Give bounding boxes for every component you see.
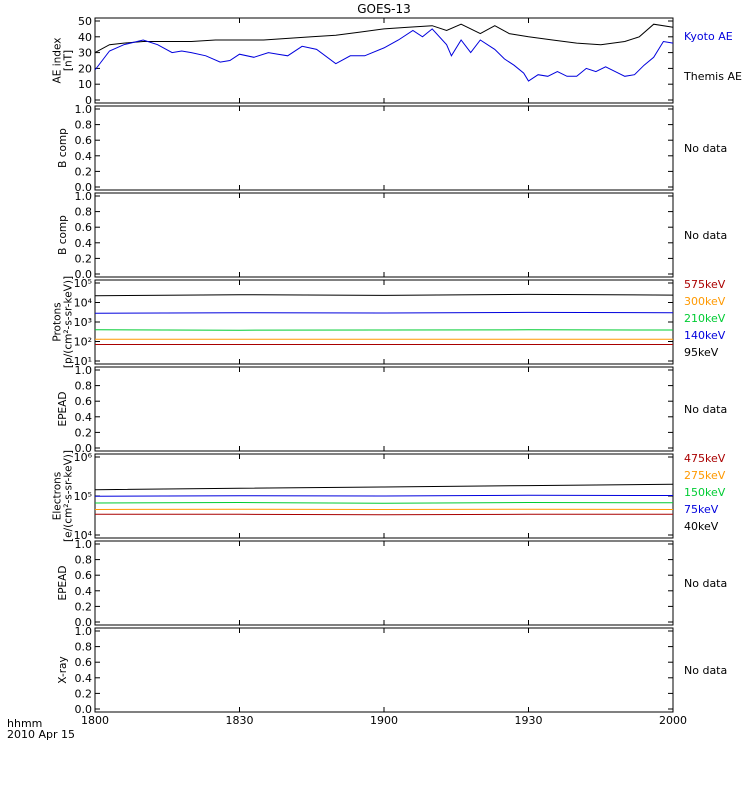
ytick-label-bcomp2-3: 0.6 xyxy=(75,221,93,234)
xtick-label-3: 1930 xyxy=(515,714,543,727)
ytick-label-epead1-3: 0.6 xyxy=(75,395,93,408)
ytick-label-electrons-1: 10⁵ xyxy=(74,490,92,503)
legend-protons-575kev: 575keV xyxy=(684,278,726,291)
nodata-label-epead1: No data xyxy=(684,403,727,416)
ytick-label-bcomp2-4: 0.8 xyxy=(75,206,93,219)
ylabel-ae-1: [nT] xyxy=(63,50,75,71)
ytick-label-ae-2: 20 xyxy=(78,62,92,75)
legend-protons-210kev: 210keV xyxy=(684,312,726,325)
time-unit-label: hhmm xyxy=(7,717,43,730)
ytick-label-bcomp1-4: 0.8 xyxy=(75,119,93,132)
ytick-label-epead1-1: 0.2 xyxy=(75,426,93,439)
series-electrons-150kev xyxy=(94,501,674,504)
ytick-label-epead2-1: 0.2 xyxy=(75,600,93,613)
ytick-label-bcomp1-3: 0.6 xyxy=(75,134,93,147)
ytick-label-epead2-2: 0.4 xyxy=(75,585,93,598)
ytick-label-xray-0: 0.0 xyxy=(75,703,93,716)
xtick-label-1: 1830 xyxy=(226,714,254,727)
series-ae-index-themis-ae xyxy=(94,23,674,54)
ytick-label-epead1-0: 0.0 xyxy=(75,442,93,455)
ytick-label-xray-5: 1.0 xyxy=(75,625,93,638)
ytick-label-protons-0: 10¹ xyxy=(74,355,92,368)
ytick-label-electrons-2: 10⁶ xyxy=(74,451,93,464)
ytick-label-epead1-4: 0.8 xyxy=(75,380,93,393)
series-protons-140kev xyxy=(94,311,674,314)
nodata-label-xray: No data xyxy=(684,664,727,677)
ytick-label-xray-1: 0.2 xyxy=(75,687,93,700)
series-ae-index-kyoto-ae xyxy=(94,28,674,82)
series-electrons-75kev xyxy=(94,494,674,497)
series-protons-95kev xyxy=(94,293,674,297)
ytick-label-epead2-0: 0.0 xyxy=(75,616,93,629)
ylabel-xray-0: X-ray xyxy=(57,656,69,683)
ytick-label-epead1-2: 0.4 xyxy=(75,411,93,424)
legend-protons-95kev: 95keV xyxy=(684,346,719,359)
ytick-label-xray-2: 0.4 xyxy=(75,672,93,685)
ytick-label-epead2-5: 1.0 xyxy=(75,538,93,551)
legend-electrons-475kev: 475keV xyxy=(684,452,726,465)
ytick-label-epead2-4: 0.8 xyxy=(75,554,93,567)
ytick-label-bcomp1-0: 0.0 xyxy=(75,181,93,194)
ytick-label-protons-4: 10⁵ xyxy=(74,277,92,290)
panel-frame-xray xyxy=(94,627,674,713)
series-electrons-40kev xyxy=(94,483,674,491)
ylabel-bcomp1-0: B comp xyxy=(57,128,69,168)
legend-electrons-150kev: 150keV xyxy=(684,486,726,499)
nodata-label-bcomp2: No data xyxy=(684,229,727,242)
ytick-label-xray-4: 0.8 xyxy=(75,641,93,654)
ytick-label-ae-5: 50 xyxy=(78,15,92,28)
ytick-label-bcomp2-2: 0.4 xyxy=(75,237,93,250)
ytick-label-ae-3: 30 xyxy=(78,47,92,60)
ylabel-protons-1: [p/(cm²-s-sr-keV)] xyxy=(63,276,75,368)
plot-title: GOES-13 xyxy=(357,2,411,16)
ytick-label-ae-0: 0 xyxy=(85,94,92,107)
ytick-label-bcomp1-2: 0.4 xyxy=(75,150,93,163)
date-label: 2010 Apr 15 xyxy=(7,728,76,741)
ytick-label-ae-1: 10 xyxy=(78,78,92,91)
ytick-label-bcomp2-0: 0.0 xyxy=(75,268,93,281)
xtick-label-2: 1900 xyxy=(370,714,398,727)
ytick-label-epead1-5: 1.0 xyxy=(75,364,93,377)
panel-frame-epead1 xyxy=(94,366,674,452)
panel-frame-protons xyxy=(94,279,674,365)
ytick-label-bcomp1-1: 0.2 xyxy=(75,165,93,178)
ylabel-epead2-0: EPEAD xyxy=(57,566,69,601)
ytick-label-electrons-0: 10⁴ xyxy=(74,529,93,542)
ylabel-electrons-0: Electrons xyxy=(52,472,64,521)
ytick-label-bcomp1-5: 1.0 xyxy=(75,103,93,116)
ytick-label-epead2-3: 0.6 xyxy=(75,569,93,582)
xtick-label-4: 2000 xyxy=(659,714,687,727)
ytick-label-ae-4: 40 xyxy=(78,31,92,44)
ytick-label-bcomp2-5: 1.0 xyxy=(75,190,93,203)
series-electrons-475kev xyxy=(95,513,673,516)
panel-frame-epead2 xyxy=(94,540,674,626)
panel-frame-bcomp2 xyxy=(94,192,674,278)
ytick-label-protons-3: 10⁴ xyxy=(74,297,93,310)
panel-frame-bcomp1 xyxy=(94,105,674,191)
legend-themis-ae: Themis AE xyxy=(683,70,742,83)
legend-electrons-75kev: 75keV xyxy=(684,503,719,516)
legend-electrons-40kev: 40keV xyxy=(684,520,719,533)
ytick-label-bcomp2-1: 0.2 xyxy=(75,252,93,265)
ylabel-electrons-1: [e/(cm²-s-sr-keV)] xyxy=(63,450,75,542)
legend-protons-300kev: 300keV xyxy=(684,295,726,308)
ytick-label-xray-3: 0.6 xyxy=(75,656,93,669)
xtick-label-0: 1800 xyxy=(81,714,109,727)
ylabel-bcomp2-0: B comp xyxy=(57,215,69,255)
ytick-label-protons-2: 10³ xyxy=(74,316,92,329)
legend-electrons-275kev: 275keV xyxy=(684,469,726,482)
ylabel-epead1-0: EPEAD xyxy=(57,392,69,427)
panel-frame-ae xyxy=(94,17,674,104)
ylabel-ae-0: AE index xyxy=(52,38,64,84)
legend-kyoto-ae: Kyoto AE xyxy=(684,30,733,43)
ytick-label-protons-1: 10² xyxy=(74,336,92,349)
legend-protons-140kev: 140keV xyxy=(684,329,726,342)
nodata-label-epead2: No data xyxy=(684,577,727,590)
nodata-label-bcomp1: No data xyxy=(684,142,727,155)
ylabel-protons-0: Protons xyxy=(52,302,64,341)
